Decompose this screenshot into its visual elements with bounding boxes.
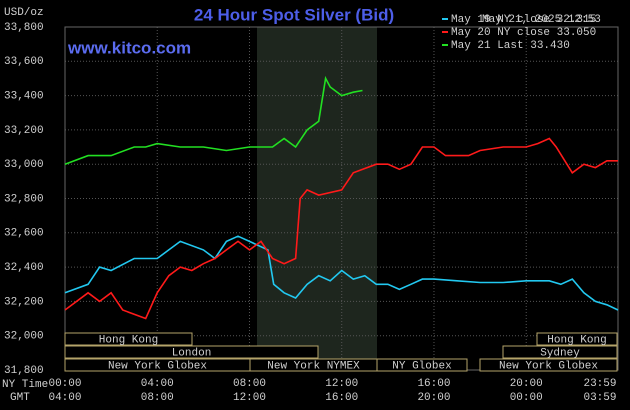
y-tick-label: 33,200 — [4, 125, 44, 137]
watermark: www.kitco.com — [67, 38, 191, 57]
legend-swatch — [442, 18, 448, 20]
y-tick-label: 32,400 — [4, 262, 44, 274]
x-tick-label: 08:00 — [233, 378, 266, 390]
x-axis-label: NY Time — [2, 379, 48, 391]
session-label: Hong Kong — [547, 334, 606, 346]
session-box — [64, 345, 319, 359]
x-tick-label: 00:00 — [48, 378, 81, 390]
x-tick-label: 16:00 — [417, 378, 450, 390]
y-tick-label: 33,800 — [4, 22, 44, 34]
x2-tick-label: 20:00 — [417, 392, 450, 404]
session-box — [479, 358, 618, 372]
y-tick-label: 31,800 — [4, 365, 44, 377]
legend-label: May 21 Last 33.430 — [451, 40, 570, 52]
session-label: Sydney — [540, 347, 580, 359]
x2-tick-label: 08:00 — [141, 392, 174, 404]
session-label: New York NYMEX — [267, 360, 360, 372]
x-tick-label: 12:00 — [325, 378, 358, 390]
price-line — [64, 75, 363, 165]
legend-swatch — [442, 44, 448, 46]
session-box — [64, 332, 193, 346]
session-label: NY Globex — [392, 360, 452, 372]
y-tick-label: 33,600 — [4, 56, 44, 68]
x2-tick-label: 04:00 — [48, 392, 81, 404]
y-tick-label: 32,200 — [4, 296, 44, 308]
session-label: London — [172, 347, 212, 359]
y-tick-label: 32,000 — [4, 331, 44, 343]
y-tick-label: 32,600 — [4, 228, 44, 240]
chart-title: 24 Hour Spot Silver (Bid) — [194, 5, 394, 24]
x2-tick-label: 16:00 — [325, 392, 358, 404]
session-box — [502, 345, 618, 359]
y-tick-label: 33,400 — [4, 91, 44, 103]
x2-axis-label: GMT — [10, 392, 30, 404]
legend-label: May 20 NY close 33.050 — [451, 27, 596, 39]
session-label: New York Globex — [108, 360, 207, 372]
x-tick-label: 23:59 — [583, 378, 616, 390]
session-box — [536, 332, 618, 346]
session-label: Hong Kong — [99, 334, 158, 346]
session-label: New York Globex — [499, 360, 598, 372]
price-line — [64, 137, 618, 320]
session-box — [376, 358, 468, 372]
y-tick-label: 32,800 — [4, 193, 44, 205]
y-axis-label: USD/oz — [4, 7, 44, 19]
x-tick-label: 20:00 — [510, 378, 543, 390]
y-tick-label: 33,000 — [4, 159, 44, 171]
timestamp: May 21, 2025 12:53 — [482, 14, 601, 26]
x2-tick-label: 00:00 — [510, 392, 543, 404]
price-line — [64, 235, 619, 311]
x-tick-label: 04:00 — [141, 378, 174, 390]
x2-tick-label: 03:59 — [583, 392, 616, 404]
legend-swatch — [442, 31, 448, 33]
legend-label: May 19 NY close 32.315 — [451, 14, 596, 26]
x2-tick-label: 12:00 — [233, 392, 266, 404]
